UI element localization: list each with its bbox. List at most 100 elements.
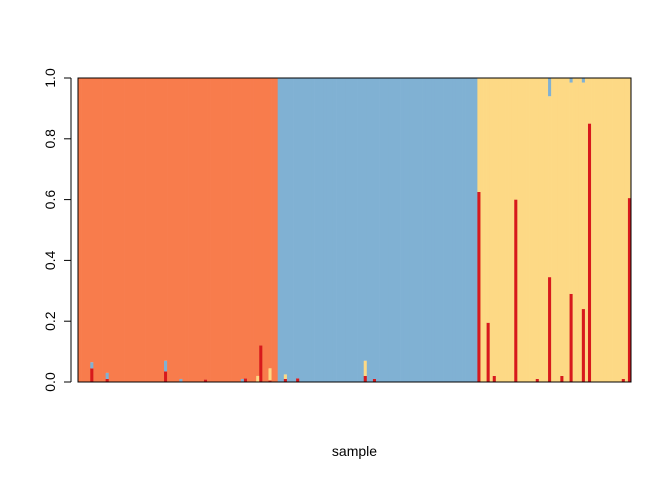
bar-sample-63-yellow (268, 368, 272, 381)
bar-sample-90-blue (351, 78, 355, 382)
bar-sample-76-blue (308, 78, 312, 382)
bar-sample-161-yellow (569, 82, 573, 294)
bar-sample-94-red (363, 375, 368, 382)
bar-sample-149-yellow (532, 78, 537, 382)
bar-sample-175-yellow (612, 78, 616, 382)
bar-sample-99-blue (379, 78, 383, 382)
bar-sample-133-yellow (483, 78, 487, 382)
bar-sample-103-blue (391, 78, 395, 382)
bar-sample-127-blue (465, 78, 469, 382)
bar-sample-134-red (486, 322, 491, 382)
bar-sample-116-blue (431, 78, 435, 382)
bar-sample-91-blue (354, 78, 358, 382)
bar-sample-54-orange (240, 78, 245, 379)
bar-sample-44-orange (210, 78, 214, 382)
bar-sample-154-yellow (548, 96, 552, 278)
bar-sample-162-yellow (572, 78, 577, 382)
bar-sample-26-orange (154, 78, 159, 382)
bar-sample-29-blue (164, 360, 168, 372)
bar-sample-5-red (90, 368, 94, 382)
bar-sample-64-orange (271, 78, 275, 382)
bar-sample-22-orange (142, 78, 146, 382)
bar-sample-18-orange (130, 78, 134, 382)
bar-sample-31-orange (170, 78, 174, 382)
bar-sample-121-blue (446, 78, 451, 382)
bar-sample-174-yellow (609, 78, 613, 382)
bar-sample-178-yellow (621, 78, 626, 379)
bar-sample-130-blue (474, 78, 478, 382)
y-tick-label: 0.2 (42, 311, 58, 331)
bar-sample-136-red (492, 375, 497, 382)
bar-sample-132-yellow (480, 78, 484, 382)
bar-sample-94-blue (363, 78, 368, 361)
bar-sample-59-orange (256, 78, 260, 376)
bar-sample-111-blue (415, 78, 420, 382)
bar-sample-107-blue (403, 78, 408, 382)
bar-sample-161-blue (569, 78, 573, 83)
bar-sample-154-red (548, 277, 552, 382)
bar-sample-138-yellow (498, 78, 503, 382)
bar-sample-45-orange (213, 78, 217, 382)
y-tick-label: 1.0 (42, 68, 58, 88)
bar-sample-147-yellow (526, 78, 530, 382)
bar-sample-53-orange (237, 78, 242, 382)
y-tick-label: 0.6 (42, 190, 58, 210)
bar-sample-62-orange (265, 78, 269, 382)
bar-sample-134-yellow (486, 78, 491, 323)
bar-sample-79-blue (317, 78, 322, 382)
bar-sample-165-red (581, 309, 586, 382)
bar-sample-32-orange (173, 78, 177, 382)
bar-sample-131-yellow (477, 78, 481, 192)
bar-sample-6-orange (93, 78, 97, 382)
bar-sample-165-blue (581, 78, 586, 83)
bar-sample-73-blue (299, 78, 303, 382)
bar-sample-54-blue (240, 378, 245, 382)
bar-sample-100-blue (382, 78, 386, 382)
y-tick-label: 0.4 (42, 250, 58, 270)
bar-sample-128-blue (468, 78, 472, 382)
bar-sample-180-yellow (627, 78, 632, 199)
y-tick-label: 0.0 (42, 372, 58, 392)
bar-sample-29-red (164, 371, 168, 382)
bar-sample-137-yellow (495, 78, 500, 382)
bar-sample-95-blue (366, 78, 371, 382)
bar-sample-92-blue (357, 78, 361, 382)
bar-sample-140-yellow (505, 78, 509, 382)
bar-sample-117-blue (434, 78, 438, 382)
bar-sample-68-red (283, 378, 288, 382)
bar-sample-19-orange (133, 78, 137, 382)
bar-sample-12-orange (111, 78, 116, 382)
bar-sample-94-yellow (363, 360, 368, 376)
bar-sample-161-red (569, 293, 573, 382)
bar-sample-172-yellow (603, 78, 607, 382)
bar-sample-72-blue (296, 78, 300, 379)
bar-sample-113-blue (422, 78, 426, 382)
bar-sample-151-yellow (538, 78, 543, 382)
bar-layer (78, 78, 632, 382)
bar-sample-65-orange (274, 78, 279, 382)
bar-sample-10-blue (105, 372, 110, 379)
bar-sample-4-orange (87, 78, 91, 382)
bar-sample-114-blue (425, 78, 429, 382)
bar-sample-41-orange (200, 78, 205, 382)
bar-sample-150-yellow (535, 78, 540, 379)
bar-sample-158-red (560, 375, 564, 382)
bar-sample-129-blue (471, 78, 475, 382)
bar-sample-157-yellow (557, 78, 561, 382)
bar-sample-37-orange (188, 78, 193, 382)
bar-sample-152-yellow (541, 78, 546, 382)
bar-sample-23-orange (145, 78, 150, 382)
bar-sample-155-yellow (551, 78, 555, 382)
bar-sample-123-blue (452, 78, 457, 382)
bar-sample-49-orange (225, 78, 229, 382)
bar-sample-60-orange (259, 78, 263, 346)
bar-sample-141-yellow (508, 78, 512, 382)
bar-sample-75-blue (305, 78, 309, 382)
bar-sample-15-orange (121, 78, 125, 382)
plot-frame (77, 77, 632, 383)
bar-sample-55-red (243, 378, 248, 382)
bar-sample-9-orange (102, 78, 106, 382)
bar-sample-82-blue (326, 78, 331, 382)
bar-sample-153-yellow (544, 78, 549, 382)
